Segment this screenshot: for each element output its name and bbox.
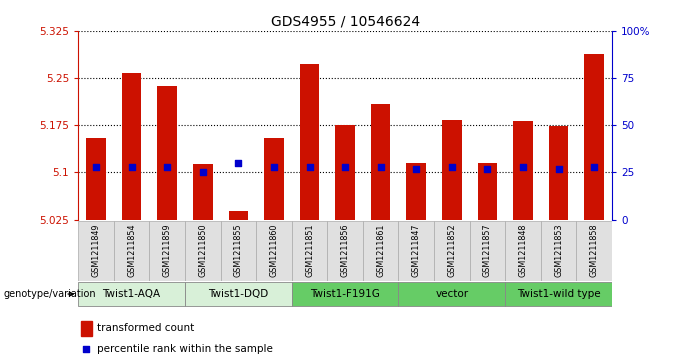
Point bbox=[126, 164, 137, 170]
Bar bbox=[549, 126, 568, 220]
Text: GSM1211860: GSM1211860 bbox=[269, 223, 278, 277]
FancyBboxPatch shape bbox=[78, 282, 185, 306]
Text: GSM1211853: GSM1211853 bbox=[554, 223, 563, 277]
Point bbox=[304, 164, 315, 170]
Bar bbox=[193, 164, 213, 220]
Text: GSM1211858: GSM1211858 bbox=[590, 223, 598, 277]
Text: GSM1211856: GSM1211856 bbox=[341, 223, 350, 277]
Point bbox=[233, 160, 243, 166]
Bar bbox=[513, 121, 533, 220]
Point bbox=[90, 164, 101, 170]
FancyBboxPatch shape bbox=[220, 221, 256, 281]
Text: GSM1211851: GSM1211851 bbox=[305, 223, 314, 277]
Bar bbox=[122, 73, 141, 220]
Bar bbox=[81, 321, 92, 335]
Text: GSM1211855: GSM1211855 bbox=[234, 223, 243, 277]
Bar bbox=[442, 120, 462, 220]
Point bbox=[339, 164, 351, 170]
Point bbox=[197, 170, 208, 175]
FancyBboxPatch shape bbox=[78, 221, 114, 281]
FancyBboxPatch shape bbox=[185, 221, 220, 281]
Text: Twist1-wild type: Twist1-wild type bbox=[517, 289, 600, 299]
FancyBboxPatch shape bbox=[363, 221, 398, 281]
Point bbox=[482, 166, 493, 172]
FancyBboxPatch shape bbox=[470, 221, 505, 281]
Text: Twist1-AQA: Twist1-AQA bbox=[103, 289, 160, 299]
Text: GSM1211854: GSM1211854 bbox=[127, 223, 136, 277]
Text: GSM1211857: GSM1211857 bbox=[483, 223, 492, 277]
Bar bbox=[157, 86, 177, 220]
Bar bbox=[584, 54, 604, 220]
Text: Twist1-DQD: Twist1-DQD bbox=[208, 289, 269, 299]
Text: vector: vector bbox=[435, 289, 469, 299]
Text: genotype/variation: genotype/variation bbox=[3, 289, 96, 299]
Point bbox=[411, 166, 422, 172]
Bar bbox=[86, 138, 106, 220]
FancyBboxPatch shape bbox=[434, 221, 470, 281]
FancyBboxPatch shape bbox=[327, 221, 363, 281]
Text: GSM1211848: GSM1211848 bbox=[519, 223, 528, 277]
FancyBboxPatch shape bbox=[150, 221, 185, 281]
Text: percentile rank within the sample: percentile rank within the sample bbox=[97, 344, 273, 354]
FancyBboxPatch shape bbox=[292, 221, 327, 281]
FancyBboxPatch shape bbox=[505, 282, 612, 306]
Text: transformed count: transformed count bbox=[97, 323, 194, 333]
Text: GSM1211852: GSM1211852 bbox=[447, 223, 456, 277]
Point bbox=[162, 164, 173, 170]
FancyBboxPatch shape bbox=[398, 221, 434, 281]
Text: Twist1-F191G: Twist1-F191G bbox=[310, 289, 380, 299]
Point bbox=[517, 164, 528, 170]
Text: GSM1211850: GSM1211850 bbox=[199, 223, 207, 277]
FancyBboxPatch shape bbox=[292, 282, 398, 306]
Bar bbox=[477, 163, 497, 220]
Point bbox=[375, 164, 386, 170]
FancyBboxPatch shape bbox=[398, 282, 505, 306]
FancyBboxPatch shape bbox=[505, 221, 541, 281]
Text: GSM1211859: GSM1211859 bbox=[163, 223, 171, 277]
Text: GSM1211847: GSM1211847 bbox=[412, 223, 421, 277]
Point bbox=[269, 164, 279, 170]
FancyBboxPatch shape bbox=[114, 221, 150, 281]
Bar bbox=[335, 125, 355, 220]
Text: GSM1211861: GSM1211861 bbox=[376, 223, 385, 277]
Bar bbox=[264, 138, 284, 220]
Point bbox=[589, 164, 600, 170]
Text: GSM1211849: GSM1211849 bbox=[92, 223, 101, 277]
Bar bbox=[228, 211, 248, 220]
Point bbox=[446, 164, 457, 170]
FancyBboxPatch shape bbox=[541, 221, 577, 281]
Bar bbox=[371, 105, 390, 220]
Title: GDS4955 / 10546624: GDS4955 / 10546624 bbox=[271, 14, 420, 28]
FancyBboxPatch shape bbox=[256, 221, 292, 281]
Bar bbox=[300, 64, 320, 220]
FancyBboxPatch shape bbox=[577, 221, 612, 281]
Bar bbox=[407, 163, 426, 220]
FancyBboxPatch shape bbox=[185, 282, 292, 306]
Point bbox=[553, 166, 564, 172]
Point bbox=[81, 346, 92, 352]
